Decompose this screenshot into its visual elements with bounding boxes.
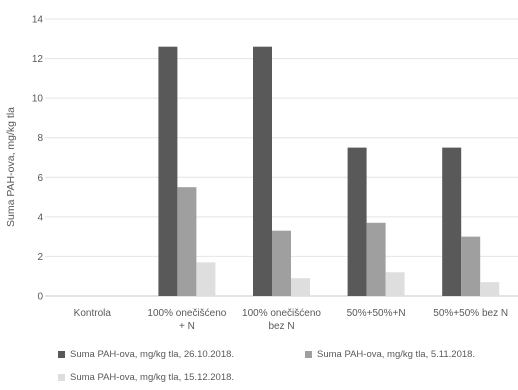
- legend-swatch-3: [58, 374, 65, 381]
- legend-item-2: Suma PAH-ova, mg/kg tla, 5.11.2018.: [305, 349, 475, 360]
- x-tick-label: 50%+50% bez N: [433, 308, 508, 319]
- y-tick-label: 8: [37, 133, 43, 144]
- y-tick-label: 10: [32, 94, 44, 105]
- x-tick-label: 100% onečišćeno bez N: [242, 308, 321, 332]
- legend-label-1: Suma PAH-ova, mg/kg tla, 26.10.2018.: [70, 349, 235, 360]
- y-tick-label: 6: [37, 173, 43, 184]
- y-tick-label: 2: [37, 252, 43, 263]
- bar: [480, 282, 500, 296]
- legend-label-2: Suma PAH-ova, mg/kg tla, 5.11.2018.: [317, 349, 476, 360]
- bar: [291, 278, 310, 296]
- x-tick-label: Kontrola: [74, 308, 112, 319]
- x-tick-label: 50%+50%+N: [347, 308, 406, 319]
- x-tick-labels: Kontrola 100% onečišćeno + N 100% onečišćen…: [74, 308, 508, 332]
- gridlines: [45, 18, 518, 297]
- bar: [196, 262, 216, 296]
- y-axis-label: Suma PAH-ova, mg/kg tla: [5, 107, 17, 227]
- bar: [461, 236, 481, 296]
- y-tick-labels: 0 2 4 6 8 10 12 14: [32, 15, 44, 303]
- legend-label-3: Suma PAH-ova, mg/kg tla, 15.12.2018.: [70, 372, 235, 383]
- bar: [347, 147, 367, 296]
- legend-item-1: Suma PAH-ova, mg/kg tla, 26.10.2018.: [58, 349, 234, 360]
- y-tick-label: 12: [32, 54, 44, 65]
- legend-swatch-1: [58, 351, 65, 358]
- bar: [158, 46, 178, 297]
- bars: [158, 46, 500, 297]
- legend-item-3: Suma PAH-ova, mg/kg tla, 15.12.2018.: [58, 372, 234, 383]
- y-tick-label: 4: [37, 212, 43, 223]
- legend-swatch-2: [305, 351, 312, 358]
- bar: [366, 222, 386, 296]
- bar: [385, 272, 405, 296]
- x-tick-label: 100% onečišćeno + N: [147, 308, 226, 332]
- bar: [177, 187, 197, 296]
- bar: [272, 230, 291, 296]
- y-tick-label: 0: [37, 292, 43, 303]
- y-tick-label: 14: [32, 15, 44, 26]
- bar: [253, 46, 272, 297]
- bar: [442, 147, 462, 296]
